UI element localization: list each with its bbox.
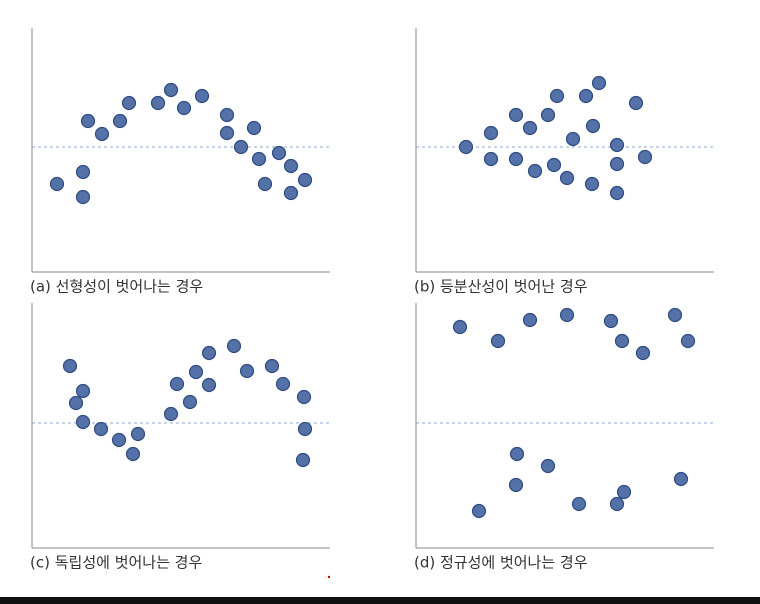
- point: [271, 145, 287, 161]
- caption: (b) 등분산성이 벗어난 경우: [414, 278, 588, 296]
- point: [609, 496, 625, 512]
- point: [201, 345, 217, 361]
- point: [296, 389, 312, 405]
- point: [508, 477, 524, 493]
- point: [635, 345, 651, 361]
- point: [509, 446, 525, 462]
- point: [667, 307, 683, 323]
- point: [246, 120, 262, 136]
- point: [297, 421, 313, 437]
- point: [80, 113, 96, 129]
- point: [522, 120, 538, 136]
- point: [257, 176, 273, 192]
- point: [584, 176, 600, 192]
- point: [571, 496, 587, 512]
- point: [483, 151, 499, 167]
- point: [219, 107, 235, 123]
- point: [295, 452, 311, 468]
- point: [578, 88, 594, 104]
- point: [490, 333, 506, 349]
- point: [471, 503, 487, 519]
- point: [182, 394, 198, 410]
- caption: (c) 독립성에 벗어나는 경우: [30, 554, 202, 572]
- point: [75, 164, 91, 180]
- point: [111, 432, 127, 448]
- point: [233, 139, 249, 155]
- point: [75, 189, 91, 205]
- point: [609, 185, 625, 201]
- point: [112, 113, 128, 129]
- point: [616, 484, 632, 500]
- point: [94, 126, 110, 142]
- point: [188, 364, 204, 380]
- point: [637, 149, 653, 165]
- point: [226, 338, 242, 354]
- point: [540, 107, 556, 123]
- point: [508, 151, 524, 167]
- point: [609, 156, 625, 172]
- point: [603, 313, 619, 329]
- point: [219, 125, 235, 141]
- caption: (a) 선형성이 벗어나는 경우: [30, 278, 203, 296]
- bottom-bar: [0, 597, 760, 604]
- point: [176, 100, 192, 116]
- point: [549, 88, 565, 104]
- point: [591, 75, 607, 91]
- point: [251, 151, 267, 167]
- point: [275, 376, 291, 392]
- point: [559, 170, 575, 186]
- point: [68, 395, 84, 411]
- point: [93, 421, 109, 437]
- point: [673, 471, 689, 487]
- point: [283, 158, 299, 174]
- point: [527, 163, 543, 179]
- point: [559, 307, 575, 323]
- point: [540, 458, 556, 474]
- point: [201, 377, 217, 393]
- point: [458, 139, 474, 155]
- point: [609, 137, 625, 153]
- point: [508, 107, 524, 123]
- point: [522, 312, 538, 328]
- point: [75, 414, 91, 430]
- point: [125, 446, 141, 462]
- point: [680, 333, 696, 349]
- point: [297, 172, 313, 188]
- point: [239, 363, 255, 379]
- point: [565, 131, 581, 147]
- point: [452, 319, 468, 335]
- caption: (d) 정규성에 벗어나는 경우: [414, 554, 588, 572]
- point: [163, 82, 179, 98]
- point: [163, 406, 179, 422]
- point: [130, 426, 146, 442]
- point: [75, 383, 91, 399]
- point: [585, 118, 601, 134]
- point: [628, 95, 644, 111]
- point: [614, 333, 630, 349]
- point: [62, 358, 78, 374]
- point: [169, 376, 185, 392]
- point: [264, 358, 280, 374]
- point: [483, 125, 499, 141]
- point: [546, 157, 562, 173]
- point: [121, 95, 137, 111]
- point: [283, 185, 299, 201]
- dot: [327, 575, 331, 579]
- point: [194, 88, 210, 104]
- point: [150, 95, 166, 111]
- point: [49, 176, 65, 192]
